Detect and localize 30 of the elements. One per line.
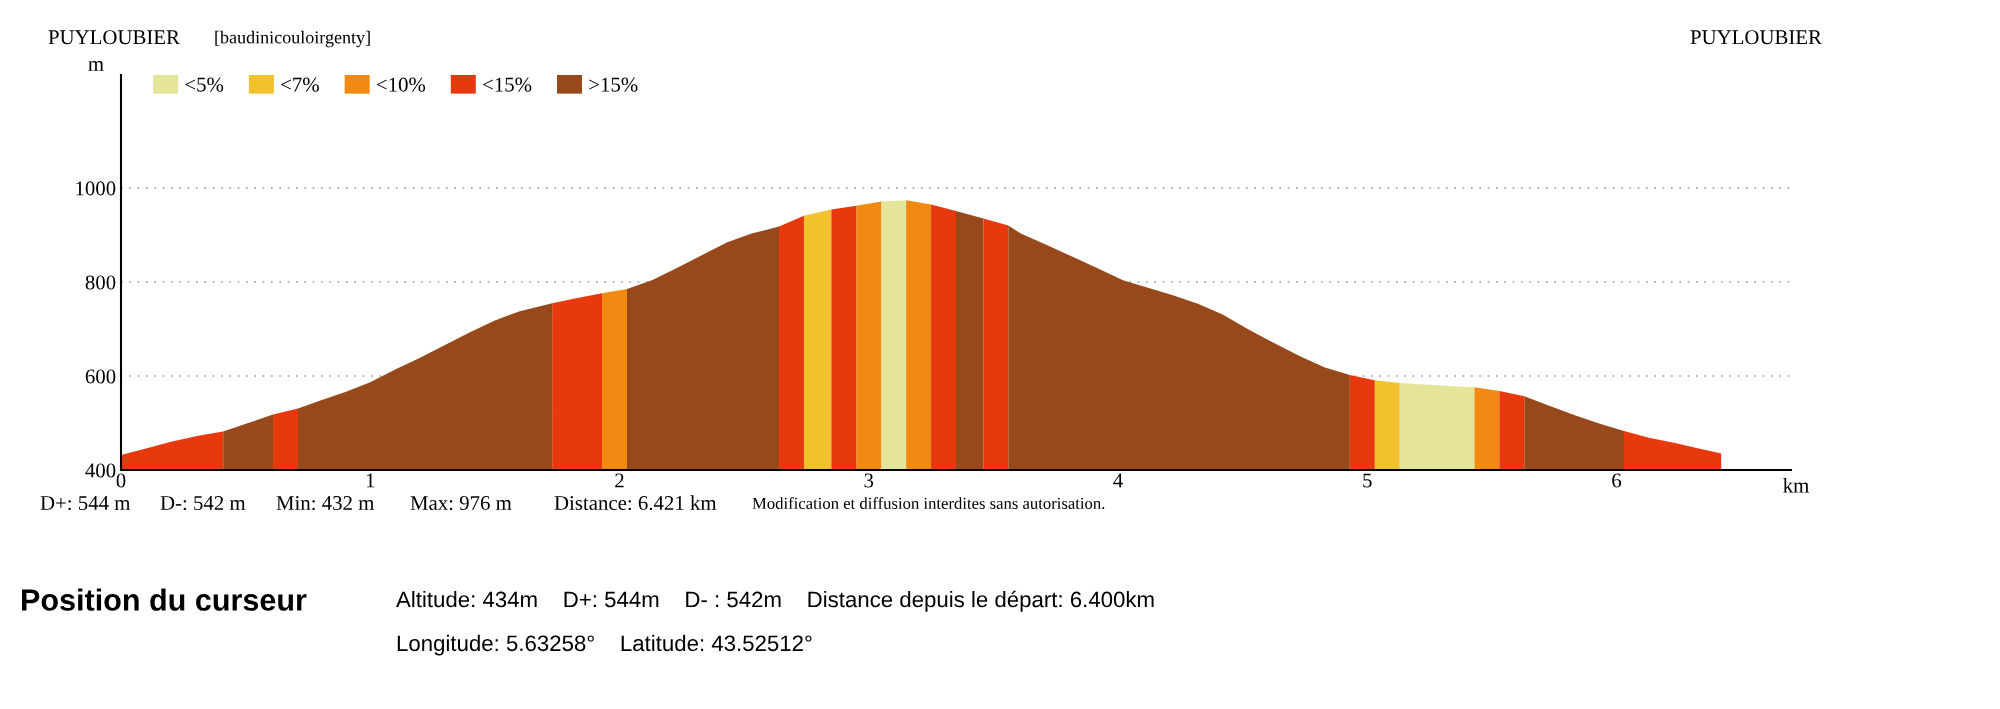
legend-label: >15% — [589, 77, 638, 92]
text: Distance: 6.421 km — [554, 495, 717, 511]
y-axis-title: m — [88, 60, 104, 71]
text: PUYLOUBIER — [1690, 30, 1822, 45]
legend-label: <15% — [483, 77, 532, 92]
legend-label: <7% — [281, 77, 319, 92]
text: Position du curseur — [22, 588, 307, 611]
x-tick-label: 3 — [864, 473, 874, 488]
x-tick-label: 0 — [116, 473, 126, 488]
text: Longitude: 5.63258° Latitude: 43.52512° — [397, 634, 812, 656]
x-tick-label: 6 — [1612, 473, 1622, 488]
legend-label: <5% — [185, 77, 224, 92]
text: Max: 976 m — [410, 496, 512, 511]
legend-label: <10% — [376, 77, 426, 92]
text: D-: 542 m — [160, 496, 246, 511]
text: D+: 544 m — [40, 496, 131, 511]
y-tick-label: 800 — [85, 275, 116, 290]
text: Altitude: 434m D+: 544m D- : 542m Distance depuis le départ: 6.400km — [396, 590, 1154, 612]
x-tick-label: 1 — [366, 473, 375, 488]
y-tick-label: 1000 — [76, 181, 116, 196]
text: [baudinicouloirgenty] — [215, 30, 370, 48]
x-tick-label: 2 — [615, 473, 624, 488]
text: Min: 432 m — [276, 496, 375, 511]
x-axis-title: km — [1783, 477, 1809, 493]
text: PUYLOUBIER — [48, 30, 180, 45]
text: Modification et diffusion interdites sans autorisation. — [752, 497, 1105, 510]
x-tick-label: 4 — [1113, 473, 1123, 488]
y-tick-label: 400 — [85, 463, 116, 478]
x-tick-label: 5 — [1363, 473, 1372, 488]
y-tick-label: 600 — [85, 369, 116, 384]
